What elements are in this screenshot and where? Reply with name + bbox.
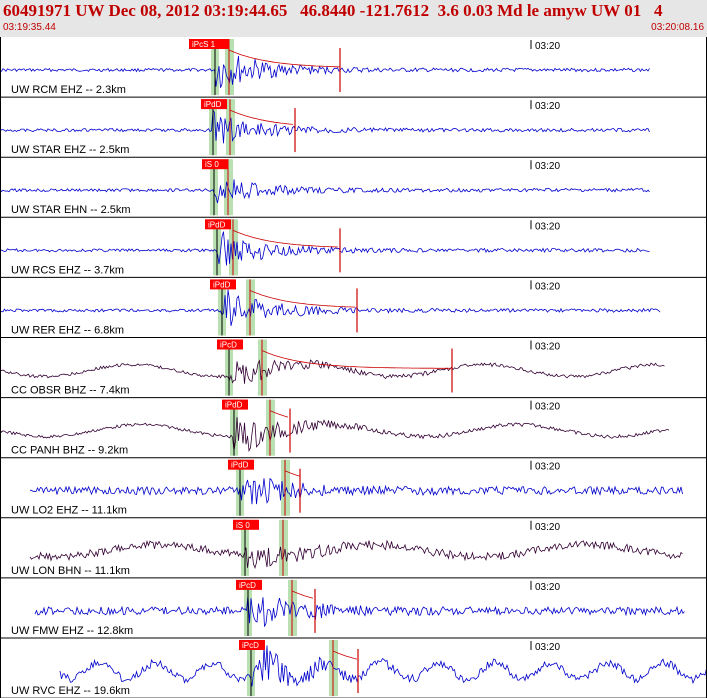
seismogram-panel[interactable]: 03:20 iPcS 1 UW RCM EHZ -- 2.3km 03:20 iPdD U… xyxy=(0,37,707,698)
pick-label-box[interactable] xyxy=(236,579,262,590)
station-label: UW LO2 EHZ -- 11.1km xyxy=(11,505,127,517)
pick-label: iPcD xyxy=(239,581,256,590)
station-label: UW RCS EHZ -- 3.7km xyxy=(11,264,124,276)
waveform-trace xyxy=(0,55,650,88)
pick-label-box[interactable] xyxy=(210,279,236,290)
station-label: UW RCM EHZ -- 2.3km xyxy=(11,84,126,96)
coda-fit-curve xyxy=(229,109,294,125)
trace-row[interactable]: 03:20 iS 0 UW STAR EHN -- 2.5km xyxy=(0,159,707,218)
coda-fit-curve xyxy=(291,590,314,599)
station-label: UW RVC EHZ -- 19.6km xyxy=(11,685,130,697)
pick-label: iS 0 xyxy=(205,160,219,169)
pick-label-box[interactable] xyxy=(189,39,229,49)
window-start-time: 03:19:35.44 xyxy=(3,22,56,33)
station-label: CC PANH BHZ -- 9.2km xyxy=(11,445,128,457)
minute-tick-label: 03:20 xyxy=(535,342,560,353)
station-label: UW FMW EHZ -- 12.8km xyxy=(11,625,133,637)
window-end-time: 03:20:08.16 xyxy=(651,22,704,33)
waveform-trace xyxy=(0,289,661,326)
waveform-trace xyxy=(59,645,707,687)
waveform-trace xyxy=(0,359,665,384)
pick-label: iPdD xyxy=(204,100,222,109)
pick-label: iPdD xyxy=(208,220,226,229)
trace-row[interactable]: 03:20 iPcD UW RVC EHZ -- 19.6km xyxy=(0,640,707,698)
minute-tick-label: 03:20 xyxy=(535,161,560,172)
trace-row[interactable]: 03:20 iPcS 1 UW RCM EHZ -- 2.3km xyxy=(0,39,707,98)
waveform-trace xyxy=(0,417,670,453)
pick-label-box[interactable] xyxy=(205,219,231,230)
minute-tick-label: 03:20 xyxy=(535,101,560,112)
trace-row[interactable]: 03:20 iPdD UW LO2 EHZ -- 11.1km xyxy=(0,459,707,519)
trace-row[interactable]: 03:20 iPdD UW RER EHZ -- 6.8km xyxy=(0,279,707,338)
trace-row[interactable]: 03:20 iPcD UW FMW EHZ -- 12.8km xyxy=(0,579,707,639)
coda-fit-curve xyxy=(249,290,356,308)
pick-label-box[interactable] xyxy=(217,339,243,350)
event-header: 60491971 UW Dec 08, 2012 03:19:44.65 46.… xyxy=(0,0,707,37)
coda-fit-curve xyxy=(332,650,358,660)
trace-row[interactable]: 03:20 iPdD UW STAR EHZ -- 2.5km xyxy=(0,99,707,158)
waveform-trace xyxy=(34,595,685,627)
pick-label-box[interactable] xyxy=(228,459,254,470)
trace-row[interactable]: 03:20 iPdD UW RCS EHZ -- 3.7km xyxy=(0,219,707,278)
pick-label: iPcD xyxy=(242,641,259,650)
waveform-trace xyxy=(29,539,683,570)
pick-label: iPdD xyxy=(213,280,231,289)
coda-fit-curve xyxy=(284,470,301,477)
trace-row[interactable]: 03:20 iPdD CC PANH BHZ -- 9.2km xyxy=(0,399,707,459)
waveform-trace xyxy=(0,109,650,144)
pick-label-box[interactable] xyxy=(239,640,265,650)
coda-fit-curve xyxy=(261,350,451,369)
pick-label: iPdD xyxy=(225,401,243,410)
minute-tick-label: 03:20 xyxy=(535,281,560,292)
pick-label-box[interactable] xyxy=(222,399,248,410)
minute-tick-label: 03:20 xyxy=(535,402,560,413)
pick-label: iPcD xyxy=(220,341,237,350)
station-label: CC OBSR BHZ -- 7.4km xyxy=(11,385,130,397)
pick-label: iS 0 xyxy=(236,521,250,530)
minute-tick-label: 03:20 xyxy=(535,642,560,653)
pick-label: iPdD xyxy=(231,461,249,470)
waveform-trace xyxy=(0,179,650,204)
coda-fit-curve xyxy=(269,410,289,418)
station-label: UW RER EHZ -- 6.8km xyxy=(11,324,124,336)
minute-tick-label: 03:20 xyxy=(535,41,560,52)
station-label: UW STAR EHZ -- 2.5km xyxy=(11,144,129,156)
coda-fit-curve xyxy=(232,229,339,248)
minute-tick-label: 03:20 xyxy=(535,582,560,593)
trace-row[interactable]: 03:20 iS 0 UW LON BHN -- 11.1km xyxy=(0,519,707,579)
pick-label: iPcS 1 xyxy=(192,40,216,49)
pick-label-box[interactable] xyxy=(233,519,259,530)
minute-tick-label: 03:20 xyxy=(535,522,560,533)
station-label: UW LON BHN -- 11.1km xyxy=(11,565,130,577)
minute-tick-label: 03:20 xyxy=(535,462,560,473)
trace-row[interactable]: 03:20 iPcD CC OBSR BHZ -- 7.4km xyxy=(0,339,707,399)
minute-tick-label: 03:20 xyxy=(535,221,560,232)
coda-fit-curve xyxy=(228,49,341,68)
pick-label-box[interactable] xyxy=(201,99,227,110)
event-title: 60491971 UW Dec 08, 2012 03:19:44.65 46.… xyxy=(3,1,663,20)
pick-label-box[interactable] xyxy=(202,159,228,170)
station-label: UW STAR EHN -- 2.5km xyxy=(11,204,131,216)
waveform-trace xyxy=(30,477,683,505)
waveform-trace xyxy=(0,231,650,266)
